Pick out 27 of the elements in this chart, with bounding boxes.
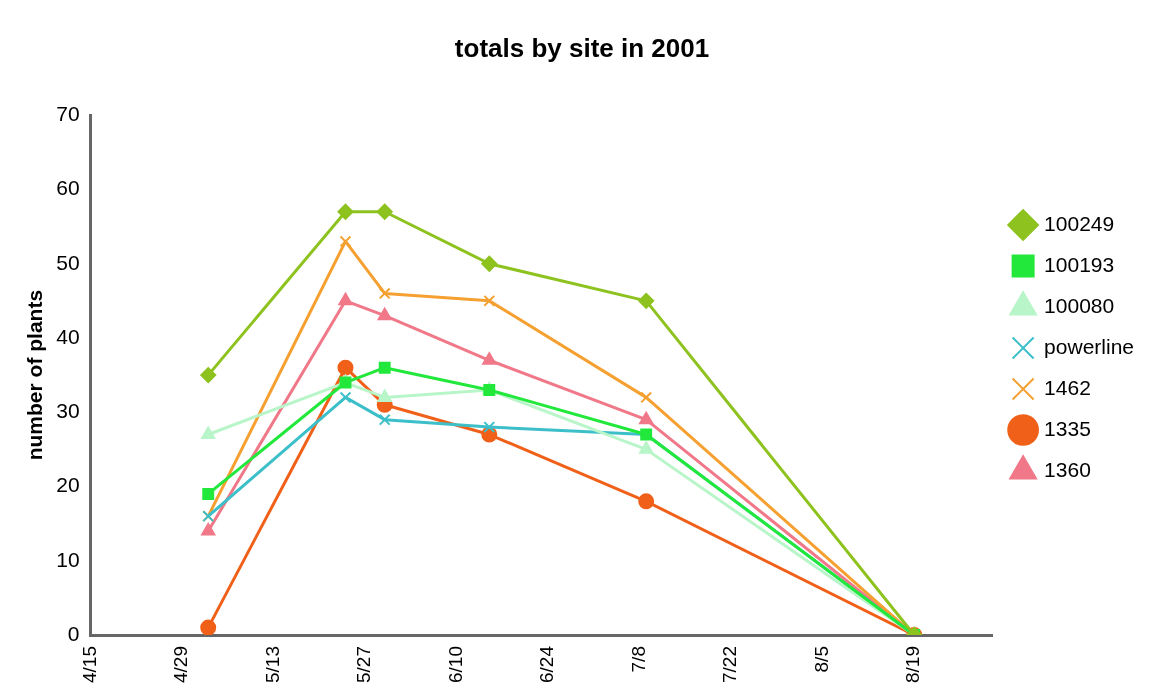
x-tick-label: 7/22 [719, 646, 741, 683]
x-tick-label: 7/8 [627, 646, 649, 673]
legend-label: 100249 [1044, 211, 1115, 235]
x-tick-label: 8/5 [810, 646, 832, 673]
x-tick-label: 4/29 [170, 646, 192, 683]
x-tick-label: 8/19 [902, 646, 924, 683]
x-tick-label: 5/13 [261, 646, 283, 683]
chart-title: totals by site in 2001 [454, 32, 710, 63]
y-tick-label: 60 [56, 176, 80, 200]
x-tick-label: 5/27 [353, 646, 375, 683]
legend-label: 100080 [1044, 293, 1115, 317]
y-tick-label: 30 [56, 399, 80, 423]
x-tick-label: 4/15 [78, 646, 100, 683]
y-axis-title: number of plants [23, 289, 47, 461]
y-tick-label: 20 [56, 473, 80, 497]
y-tick-label: 70 [56, 102, 80, 125]
y-tick-label: 40 [56, 324, 80, 348]
legend-label: 1335 [1044, 416, 1091, 440]
y-tick-label: 10 [56, 547, 80, 571]
legend-label: 100193 [1044, 252, 1115, 276]
x-tick-label: 6/24 [536, 645, 558, 683]
y-tick-label: 0 [67, 621, 80, 645]
x-tick-label: 6/10 [444, 646, 466, 683]
y-tick-label: 50 [56, 250, 80, 274]
legend-label: powerline [1044, 334, 1134, 358]
legend-label: 1462 [1044, 375, 1091, 399]
legend-label: 1360 [1044, 457, 1091, 481]
